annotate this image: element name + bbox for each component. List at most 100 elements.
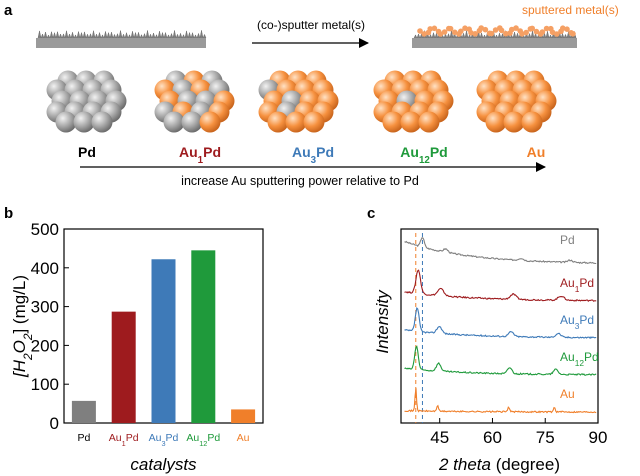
panel-a: a (co-)sputter metal(s) sputtered metal(… bbox=[4, 2, 619, 188]
au-atom bbox=[521, 111, 543, 133]
y-tick-label: 400 bbox=[31, 259, 59, 278]
panel-b-label: b bbox=[4, 205, 13, 222]
sputtered-particle bbox=[427, 26, 434, 32]
substrate-before-roughness bbox=[37, 30, 207, 39]
y-tick-label: 100 bbox=[31, 375, 59, 394]
cluster-model bbox=[46, 70, 127, 133]
y-tick-label: 200 bbox=[31, 336, 59, 355]
sputtered-particle bbox=[441, 29, 448, 35]
cluster-model bbox=[373, 70, 454, 133]
pd-atom bbox=[55, 111, 77, 133]
sputtered-particle bbox=[509, 26, 515, 33]
sputtered-particle bbox=[529, 25, 535, 32]
sputtered-particle bbox=[570, 31, 576, 37]
sputtered-particle bbox=[447, 25, 454, 32]
sputtered-particle bbox=[564, 26, 570, 32]
sputtered-particle bbox=[452, 29, 458, 36]
cluster-model bbox=[154, 70, 235, 133]
x-tick-label: Pd bbox=[77, 432, 90, 444]
y-tick-label: 500 bbox=[31, 220, 59, 239]
catalyst-label: Pd bbox=[78, 144, 96, 160]
sputtered-particle bbox=[543, 25, 550, 32]
au-atom bbox=[303, 111, 325, 133]
sputtered-particle bbox=[549, 29, 556, 36]
xrd-pattern-line bbox=[404, 236, 597, 265]
x-axis-label: catalysts bbox=[130, 455, 197, 474]
series-label: Au3Pd bbox=[560, 313, 594, 331]
au-atom bbox=[285, 111, 307, 133]
xrd-pattern-line bbox=[404, 269, 597, 303]
x-tick-label: 60 bbox=[483, 428, 502, 447]
series-label: Au12Pd bbox=[560, 350, 599, 368]
xrd-pattern-line bbox=[404, 388, 597, 414]
sputtered-particle bbox=[492, 27, 499, 33]
sputtered-particle bbox=[458, 28, 464, 35]
x-tick-label: 90 bbox=[589, 428, 608, 447]
au-power-arrow-label: increase Au sputtering power relative to… bbox=[181, 174, 419, 188]
pd-atom bbox=[163, 111, 185, 133]
panel-a-label: a bbox=[4, 2, 13, 19]
x-tick-label: Au3Pd bbox=[149, 432, 179, 448]
sputtered-particle bbox=[478, 25, 485, 31]
au-atom bbox=[418, 111, 440, 133]
plot-frame bbox=[400, 228, 599, 424]
sputtered-particle bbox=[482, 26, 489, 33]
sputter-arrow-label: (co-)sputter metal(s) bbox=[257, 18, 365, 32]
bar bbox=[151, 259, 176, 423]
bar bbox=[231, 409, 256, 423]
substrate-before bbox=[36, 30, 207, 48]
sputtered-particle bbox=[468, 30, 474, 36]
cluster-model bbox=[258, 70, 339, 133]
x-tick-label: 75 bbox=[536, 428, 555, 447]
x-tick-label: Au1Pd bbox=[109, 432, 139, 448]
substrate-after bbox=[412, 25, 577, 48]
cluster-model bbox=[476, 70, 557, 133]
au-atom bbox=[382, 111, 404, 133]
catalyst-label: Au12Pd bbox=[400, 144, 447, 166]
au-atom bbox=[400, 111, 422, 133]
series-label: Pd bbox=[560, 233, 575, 247]
series-label: Au1Pd bbox=[560, 276, 594, 294]
sputtered-particle bbox=[437, 31, 444, 37]
sputtered-particle bbox=[503, 30, 509, 37]
bar bbox=[71, 400, 96, 423]
xrd-pattern-line bbox=[404, 345, 597, 376]
y-axis-label: Intensity bbox=[373, 289, 392, 354]
x-axis-label: 2 theta (degree) bbox=[438, 455, 560, 474]
sputtered-particle bbox=[533, 28, 540, 35]
catalyst-labels: Pd Au1Pd Au3Pd Au12Pd Au bbox=[78, 144, 545, 166]
sputtered-particle bbox=[431, 25, 438, 32]
pd-atom bbox=[181, 111, 203, 133]
y-tick-label: 300 bbox=[31, 298, 59, 317]
x-tick-label: Au12Pd bbox=[186, 432, 220, 448]
y-tick-label: 0 bbox=[50, 414, 59, 433]
x-tick-label: Au bbox=[237, 432, 250, 444]
pd-atom bbox=[91, 111, 113, 133]
catalyst-label: Au bbox=[527, 144, 546, 160]
series-label: Au bbox=[560, 387, 575, 401]
substrate-after-slab bbox=[412, 38, 577, 48]
catalyst-label: Au3Pd bbox=[292, 144, 334, 166]
roughness-path bbox=[37, 30, 207, 39]
sputtered-particle bbox=[554, 31, 560, 37]
sputtered-particle bbox=[560, 25, 566, 32]
sputtered-particle bbox=[462, 25, 468, 32]
xrd-pattern-line bbox=[404, 307, 597, 340]
cluster-models bbox=[46, 70, 557, 133]
sputtered-particle bbox=[523, 29, 529, 36]
bar bbox=[191, 250, 216, 423]
sputtered-particle bbox=[417, 28, 423, 34]
au-atom bbox=[199, 111, 221, 133]
panel-c-label: c bbox=[367, 205, 375, 222]
sputtered-particle bbox=[513, 25, 519, 31]
sputtered-particle bbox=[488, 30, 495, 37]
pd-atom bbox=[73, 111, 95, 133]
sputtered-metal-label: sputtered metal(s) bbox=[522, 3, 619, 17]
substrate-before-slab bbox=[36, 38, 206, 48]
au-atom bbox=[267, 111, 289, 133]
sputtered-particle bbox=[498, 27, 505, 34]
panel-b-bar-chart: b 0 100 200 300 400 500 [H2O2] (mg/L) Pd Au1Pd Au… bbox=[4, 205, 264, 474]
au-atom bbox=[485, 111, 507, 133]
catalyst-label: Au1Pd bbox=[179, 144, 221, 166]
